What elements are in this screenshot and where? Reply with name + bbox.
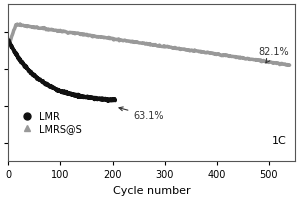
- Text: 1C: 1C: [272, 136, 286, 146]
- X-axis label: Cycle number: Cycle number: [113, 186, 190, 196]
- Text: 63.1%: 63.1%: [119, 107, 164, 121]
- Text: 82.1%: 82.1%: [258, 47, 289, 63]
- Legend: LMR, LMRS@S: LMR, LMRS@S: [13, 108, 86, 138]
